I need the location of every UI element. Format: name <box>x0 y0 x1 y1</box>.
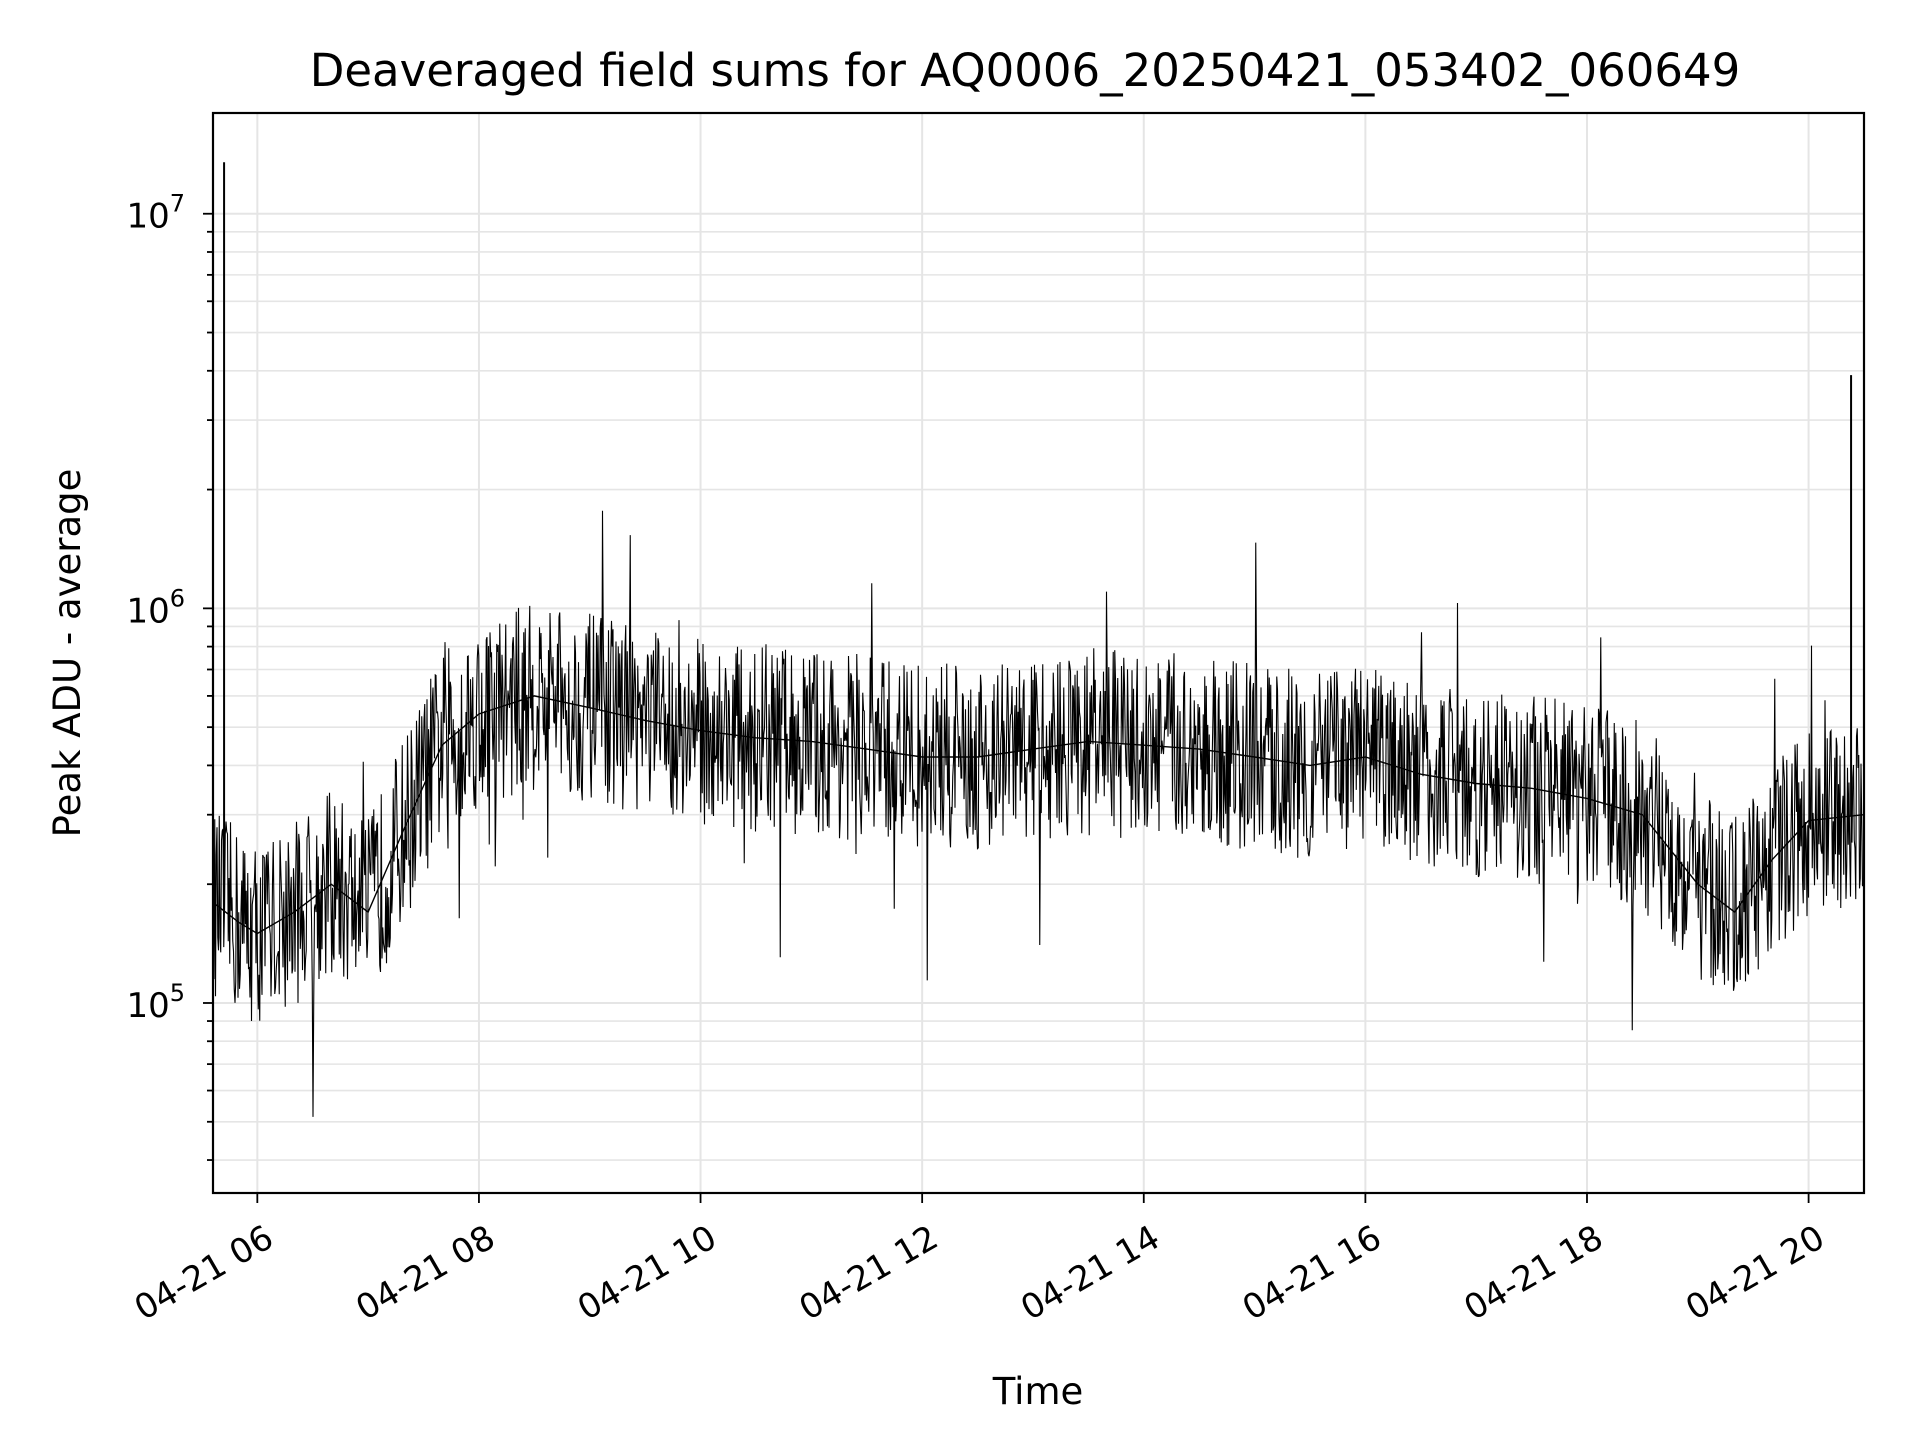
x-tick-label: 04-21 20 <box>1679 1218 1831 1329</box>
y-tick-base: 10 <box>126 197 169 237</box>
chart-title: Deaveraged field sums for AQ0006_2025042… <box>310 44 1741 97</box>
y-tick-base: 10 <box>126 591 169 631</box>
x-tick-label: 04-21 14 <box>1014 1218 1166 1329</box>
y-tick-exponent: 7 <box>170 190 185 218</box>
series-noise <box>213 510 1864 1117</box>
x-tick-label: 04-21 08 <box>349 1218 501 1329</box>
y-axis-label: Peak ADU - average <box>46 469 89 838</box>
y-tick-exponent: 6 <box>170 584 185 612</box>
x-tick-label: 04-21 10 <box>571 1218 723 1329</box>
y-tick-exponent: 5 <box>170 979 185 1007</box>
x-tick-label: 04-21 18 <box>1457 1218 1609 1329</box>
grid <box>213 113 1864 1193</box>
x-tick-label: 04-21 06 <box>128 1218 280 1329</box>
data-series-line <box>212 162 1865 1117</box>
x-axis-label: Time <box>992 1370 1084 1413</box>
x-tick-label: 04-21 12 <box>793 1218 945 1329</box>
plot-frame <box>211 111 1866 1195</box>
y-tick-base: 10 <box>126 986 169 1026</box>
y-tick-label: 105 <box>126 979 185 1026</box>
y-tick-label: 107 <box>126 190 185 237</box>
y-tick-label: 106 <box>126 584 185 631</box>
x-tick-label: 04-21 16 <box>1236 1218 1388 1329</box>
